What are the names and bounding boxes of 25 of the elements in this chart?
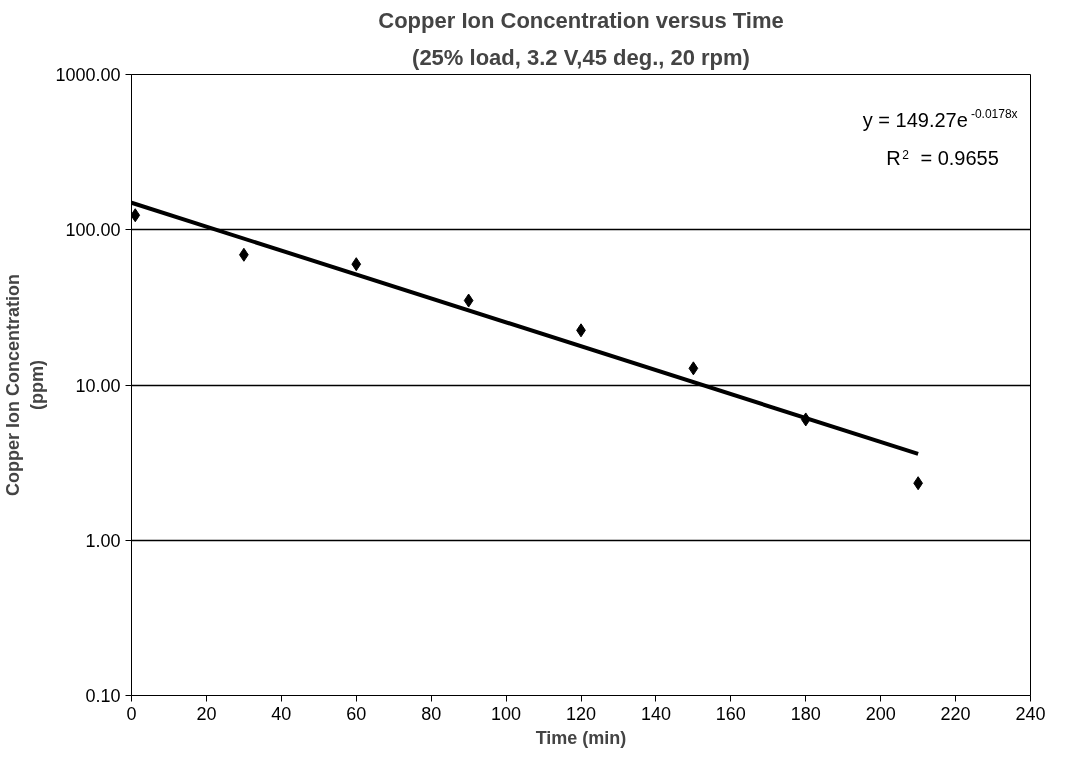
y-tick-label: 1.00	[85, 530, 121, 551]
x-tick-label: 180	[790, 703, 821, 724]
y-tick-label: 10.00	[75, 375, 121, 396]
chart-subtitle: (25% load, 3.2 V,45 deg., 20 rpm)	[412, 44, 750, 70]
point	[351, 257, 362, 272]
x-axis-title: Time (min)	[535, 727, 627, 748]
x-tick-label: 220	[940, 703, 971, 724]
x-tick-label: 40	[271, 703, 292, 724]
x-tick-label: 240	[1015, 703, 1046, 724]
x-tick-label: 200	[865, 703, 896, 724]
y-axis-title: Copper Ion Concentration (ppm)	[3, 274, 48, 496]
y-tick-label: 100.00	[65, 220, 121, 241]
x-tick-label: 100	[491, 703, 522, 724]
y-tick-label: 1000.00	[55, 65, 121, 85]
x-tick-label: 140	[640, 703, 671, 724]
point	[688, 361, 699, 376]
x-tick-label: 60	[346, 703, 367, 724]
point	[463, 293, 474, 308]
x-tick-label: 120	[565, 703, 597, 724]
x-tick-label: 20	[196, 703, 217, 724]
chart-title: Copper Ion Concentration versus Time	[378, 7, 784, 33]
x-tick-label: 160	[715, 703, 746, 724]
y-tick-label: 0.10	[85, 686, 121, 706]
x-tick-label: 80	[421, 703, 442, 724]
x-tick-label: 0	[126, 703, 137, 724]
